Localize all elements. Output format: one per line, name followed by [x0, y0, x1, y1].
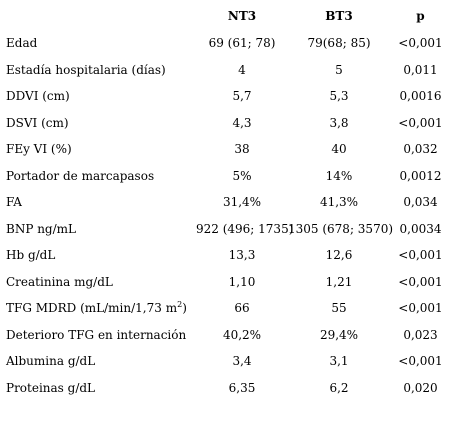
row-label-text: TFG MDRD (mL/min/1,73 m — [6, 301, 178, 316]
table-row: DSVI (cm) 4,3 3,8 <0,001 — [0, 110, 451, 137]
table-row: Hb g/dL 13,3 12,6 <0,001 — [0, 242, 451, 269]
table-row: Deterioro TFG en internación 40,2% 29,4%… — [0, 322, 451, 349]
cell-nt3: 4,3 — [232, 115, 252, 130]
row-label-suffix: ) — [182, 301, 187, 316]
row-label: Hb g/dL — [6, 248, 56, 263]
cell-bt3: 40 — [331, 142, 347, 157]
cell-p-value: 0,0034 — [399, 221, 442, 236]
row-label: Albumina g/dL — [6, 354, 96, 369]
cell-bt3: 3,1 — [329, 354, 349, 369]
table-row: Creatinina mg/dL 1,10 1,21 <0,001 — [0, 269, 451, 296]
cell-nt3: 3,4 — [232, 354, 252, 369]
header-bt3: BT3 — [325, 9, 353, 23]
table-row: Estadía hospitalaria (días) 4 5 0,011 — [0, 57, 451, 84]
table-row: Edad 69 (61; 78) 79(68; 85) <0,001 — [0, 30, 451, 57]
cell-p-value: 0,011 — [403, 62, 438, 77]
row-label: FEy VI (%) — [6, 142, 72, 157]
cell-bt3: 5 — [335, 62, 343, 77]
cell-bt3: 41,3% — [319, 195, 359, 210]
row-label: Portador de marcapasos — [6, 168, 155, 183]
row-label: Proteinas g/dL — [6, 380, 96, 395]
cell-p-value: <0,001 — [398, 274, 443, 289]
cell-p-value: 0,0012 — [399, 168, 442, 183]
header-nt3: NT3 — [227, 9, 257, 23]
row-label: Deterioro TFG en internación — [6, 327, 187, 342]
header-p-value: p — [416, 9, 425, 23]
cell-bt3: 12,6 — [325, 248, 353, 263]
cell-nt3: 1,10 — [228, 274, 256, 289]
cell-nt3: 66 — [234, 301, 250, 316]
cell-p-value: 0,023 — [403, 327, 438, 342]
cell-bt3: 79(68; 85) — [307, 36, 371, 51]
row-label: Creatinina mg/dL — [6, 274, 113, 289]
table-row: DDVI (cm) 5,7 5,3 0,0016 — [0, 83, 451, 110]
cell-nt3: 38 — [234, 142, 250, 157]
table-row: FA 31,4% 41,3% 0,034 — [0, 189, 451, 216]
cell-p-value: 0,034 — [403, 195, 438, 210]
row-label: DSVI (cm) — [6, 115, 69, 130]
cell-bt3: 6,2 — [329, 380, 349, 395]
cell-bt3: 1305 (678; 3570) — [288, 221, 394, 236]
table-row: Albumina g/dL 3,4 3,1 <0,001 — [0, 348, 451, 375]
cell-bt3: 3,8 — [329, 115, 349, 130]
cell-nt3: 69 (61; 78) — [208, 36, 276, 51]
results-table: NT3 BT3 p Edad 69 (61; 78) 79(68; 85) <0… — [0, 2, 451, 401]
cell-nt3: 4 — [238, 62, 246, 77]
table-header-row: NT3 BT3 p — [0, 2, 451, 30]
table-row: BNP ng/mL 922 (496; 1735) 1305 (678; 357… — [0, 216, 451, 243]
row-label: BNP ng/mL — [6, 221, 77, 236]
cell-nt3: 31,4% — [222, 195, 262, 210]
row-label: DDVI (cm) — [6, 89, 70, 104]
cell-p-value: 0,020 — [403, 380, 438, 395]
cell-p-value: <0,001 — [398, 115, 443, 130]
cell-bt3: 1,21 — [325, 274, 353, 289]
cell-bt3: 29,4% — [319, 327, 359, 342]
table-row: Proteinas g/dL 6,35 6,2 0,020 — [0, 375, 451, 402]
row-label-superscript: 2 — [177, 300, 183, 310]
row-label: Estadía hospitalaria (días) — [6, 62, 166, 77]
cell-nt3: 5% — [232, 168, 252, 183]
cell-nt3: 13,3 — [228, 248, 256, 263]
cell-bt3: 14% — [325, 168, 353, 183]
row-label: Edad — [6, 36, 38, 51]
cell-p-value: 0,0016 — [399, 89, 442, 104]
table-row: FEy VI (%) 38 40 0,032 — [0, 136, 451, 163]
cell-nt3: 922 (496; 1735) — [196, 221, 294, 236]
cell-nt3: 40,2% — [222, 327, 262, 342]
cell-nt3: 6,35 — [228, 380, 256, 395]
table-body: Edad 69 (61; 78) 79(68; 85) <0,001 Estad… — [0, 30, 451, 401]
table-row: TFG MDRD (mL/min/1,73 m2) 66 55 <0,001 — [0, 295, 451, 322]
cell-p-value: <0,001 — [398, 301, 443, 316]
cell-p-value: <0,001 — [398, 36, 443, 51]
row-label: TFG MDRD (mL/min/1,73 m2) — [0, 295, 196, 322]
row-label: FA — [6, 195, 22, 210]
cell-nt3: 5,7 — [232, 89, 252, 104]
cell-p-value: <0,001 — [398, 354, 443, 369]
cell-bt3: 55 — [331, 301, 347, 316]
cell-p-value: 0,032 — [403, 142, 438, 157]
table-row: Portador de marcapasos 5% 14% 0,0012 — [0, 163, 451, 190]
cell-bt3: 5,3 — [329, 89, 349, 104]
header-label-column — [0, 2, 196, 30]
cell-p-value: <0,001 — [398, 248, 443, 263]
